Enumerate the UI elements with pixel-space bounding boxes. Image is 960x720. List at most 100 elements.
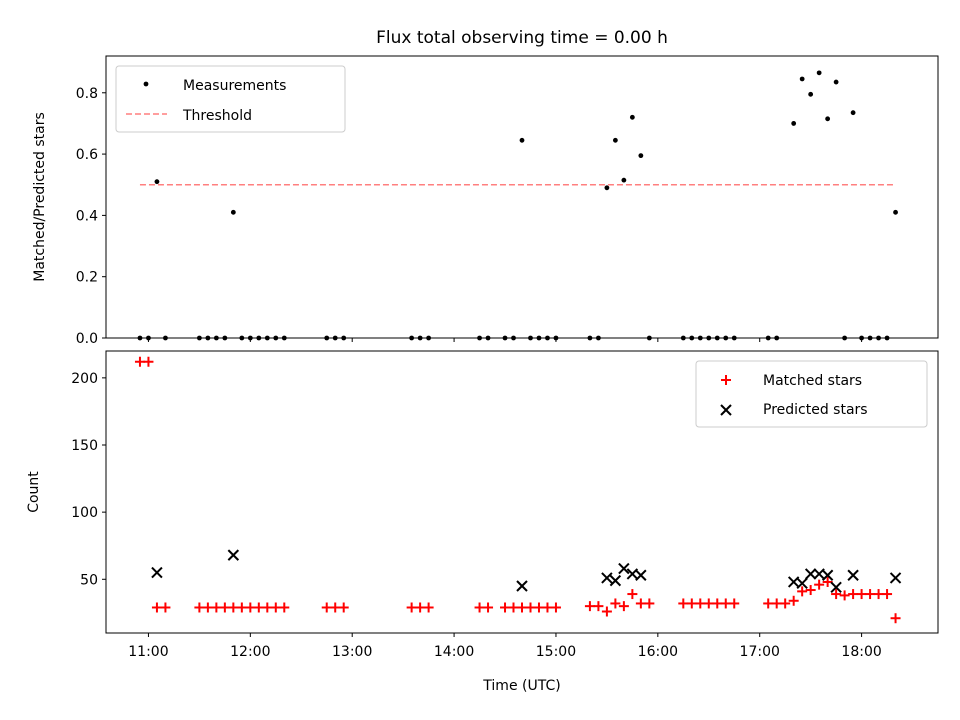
matched-stars-point [695, 598, 706, 609]
matched-stars-point [525, 602, 536, 613]
matched-stars-point [720, 598, 731, 609]
matched-stars-point [593, 601, 604, 612]
legend-predicted-label: Predicted stars [763, 402, 868, 418]
bottom-x-tick-label: 15:00 [536, 644, 576, 660]
top-legend: Measurements Threshold [115, 65, 346, 133]
matched-stars-point [423, 602, 434, 613]
matched-stars-point [245, 602, 256, 613]
measurement-point [816, 70, 822, 76]
matched-stars-point [763, 598, 774, 609]
matched-stars-point [584, 601, 595, 612]
bottom-x-ticks: 11:00 12:00 13:00 14:00 15:00 16:00 17:00 18:00 [128, 633, 882, 660]
measurement-point [833, 79, 839, 85]
predicted-stars-point [821, 569, 834, 581]
matched-stars-point [678, 598, 689, 609]
matched-stars-point [729, 598, 740, 609]
bottom-x-tick-label: 17:00 [740, 644, 780, 660]
predicted-stars-point [804, 568, 817, 580]
matched-stars-point [797, 586, 808, 597]
matched-stars-point [151, 602, 162, 613]
measurement-point [638, 153, 644, 159]
legend-measurements-marker [143, 81, 149, 87]
bottom-x-tick-label: 14:00 [434, 644, 474, 660]
matched-stars-point [270, 602, 281, 613]
matched-stars-point [814, 579, 825, 590]
matched-stars-point [194, 602, 205, 613]
bottom-y-ticks: 50 100 150 200 [71, 371, 106, 588]
measurement-point [791, 121, 797, 126]
matched-stars-point [831, 589, 842, 600]
predicted-stars-point [847, 569, 859, 581]
top-y-ticks: 0.0 0.2 0.4 0.6 0.8 [76, 86, 106, 347]
matched-stars-point [202, 602, 213, 613]
measurement-point [850, 110, 856, 116]
bottom-marks [134, 356, 902, 624]
top-legend-box [115, 65, 346, 133]
matched-stars-point [330, 602, 341, 613]
measurement-point [612, 137, 618, 143]
matched-stars-point [822, 576, 833, 587]
bottom-y-tick-label: 200 [71, 371, 98, 387]
matched-stars-point [601, 606, 612, 617]
measurement-point [230, 209, 236, 215]
bottom-panel: 50 100 150 200 11:00 12:00 13:00 14:00 15:00 16:… [26, 350, 939, 694]
matched-stars-point [338, 602, 349, 613]
matched-stars-point [865, 589, 876, 600]
matched-stars-point [211, 602, 222, 613]
matched-stars-point [415, 602, 426, 613]
top-y-tick-label: 0.6 [76, 147, 98, 163]
bottom-y-tick-label: 50 [80, 572, 98, 588]
predicted-stars-point [151, 566, 163, 579]
matched-stars-point [780, 598, 791, 609]
legend-matched-marker [721, 375, 731, 385]
matched-stars-point [160, 602, 171, 613]
measurement-point [808, 91, 814, 97]
top-y-tick-label: 0.0 [76, 331, 98, 347]
matched-stars-point [262, 602, 273, 613]
bottom-y-tick-label: 100 [71, 505, 98, 521]
matched-stars-point [610, 598, 621, 609]
matched-stars-point [406, 602, 417, 613]
predicted-stars-point [796, 577, 808, 590]
predicted-stars-point [889, 572, 902, 584]
matched-stars-point [703, 598, 714, 609]
measurement-point [893, 209, 898, 215]
matched-stars-point [517, 602, 527, 613]
matched-stars-point [848, 589, 859, 600]
matched-stars-point [882, 589, 893, 600]
matched-stars-point [279, 602, 290, 613]
predicted-stars-point [618, 562, 630, 575]
bottom-y-axis-label: Count [26, 471, 42, 513]
bottom-x-tick-label: 18:00 [841, 644, 881, 660]
matched-stars-point [839, 590, 850, 601]
bottom-x-tick-label: 13:00 [332, 644, 372, 660]
matched-stars-point [219, 602, 230, 613]
matched-stars-point [134, 356, 145, 367]
matched-stars-point [805, 585, 816, 596]
matched-stars-point [533, 602, 544, 613]
matched-stars-point [508, 602, 519, 613]
top-x-ticks [147, 338, 863, 342]
measurement-point [154, 179, 160, 185]
matched-stars-point [890, 613, 901, 624]
top-y-tick-label: 0.8 [76, 86, 98, 102]
matched-stars-point [143, 356, 154, 367]
predicted-stars-point [609, 574, 622, 587]
matched-stars-point [550, 602, 561, 613]
bottom-legend-box [695, 360, 928, 428]
matched-stars-point [635, 598, 646, 609]
matched-stars-point [228, 602, 239, 613]
top-panel: 0.00.20.40.60.8 Matched/Predicted stars … [32, 55, 939, 347]
bottom-x-tick-label: 16:00 [638, 644, 678, 660]
predicted-stars-point [516, 580, 528, 592]
predicted-stars-point [227, 549, 240, 561]
legend-measurements-label: Measurements [183, 78, 286, 94]
matched-stars-point [236, 602, 247, 613]
matched-stars-point [788, 595, 799, 606]
top-chart-title: Flux total observing time = 0.00 h [376, 28, 668, 48]
top-y-tick-label: 0.4 [76, 208, 98, 224]
bottom-y-tick-label: 150 [71, 438, 98, 454]
bottom-x-tick-label: 12:00 [230, 644, 270, 660]
matched-stars-point [618, 601, 629, 612]
